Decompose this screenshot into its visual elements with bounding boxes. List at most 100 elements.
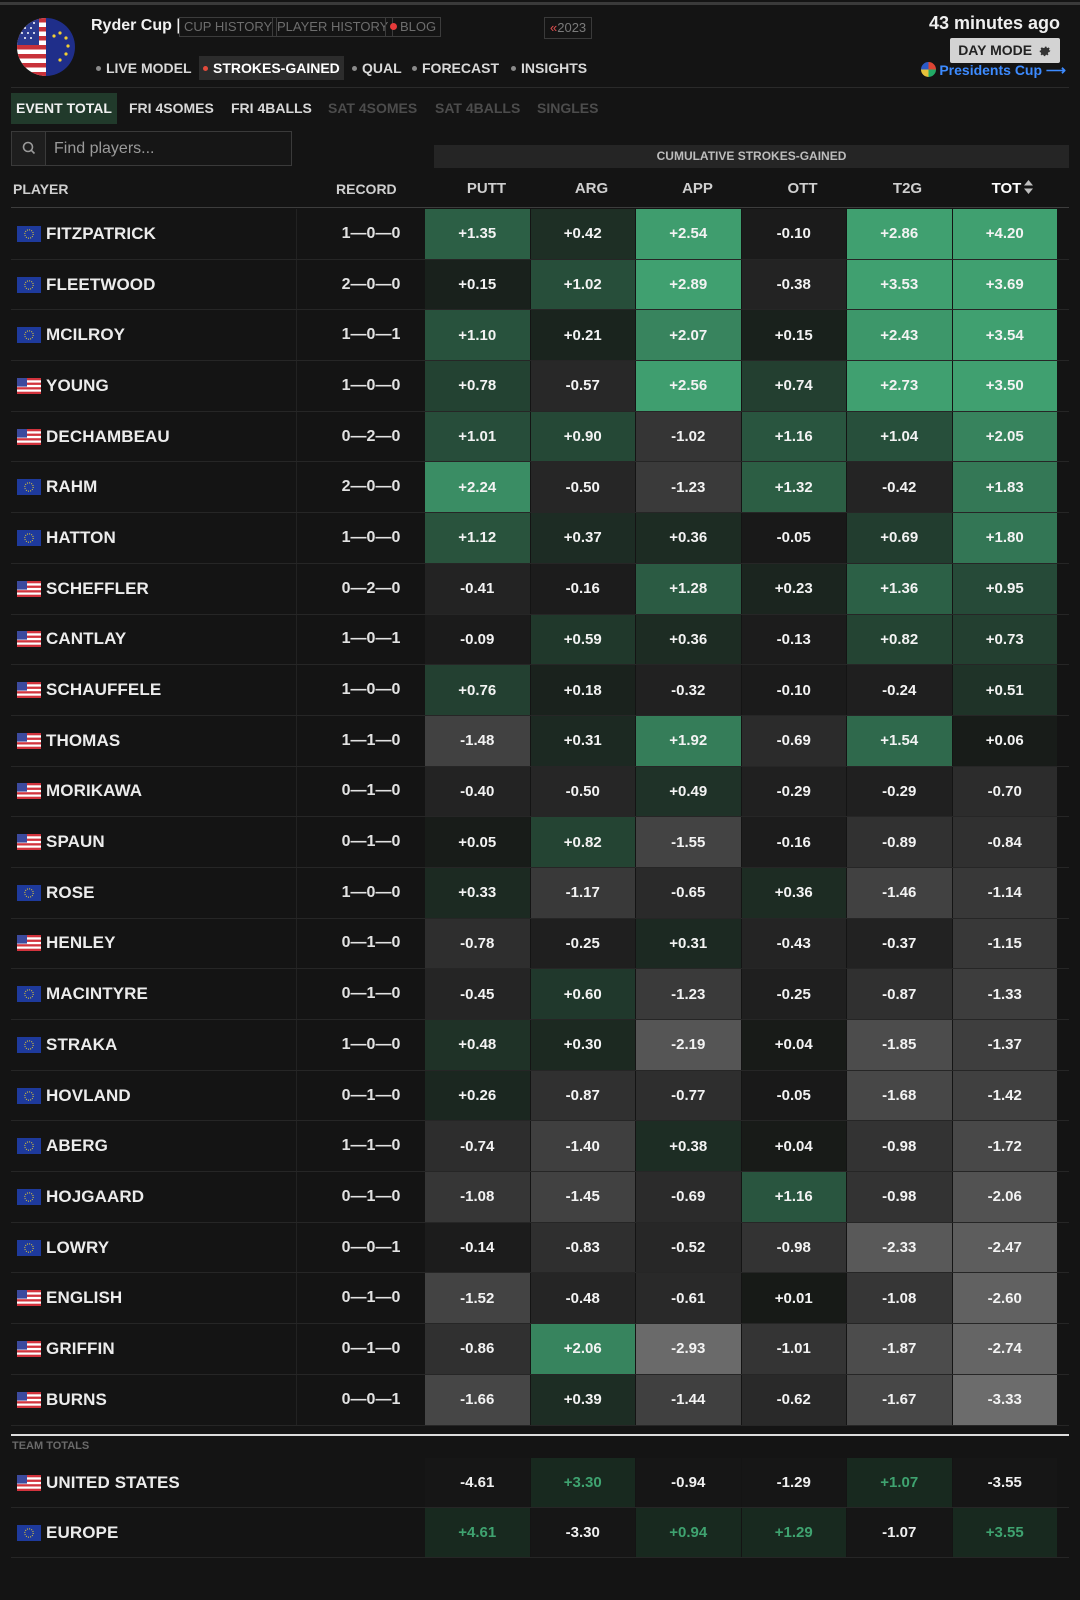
table-row[interactable]: MCILROY 1—0—1 +1.10 +0.21 +2.07 +0.15 +2.43 +3.…: [11, 310, 1069, 362]
player-name[interactable]: FLEETWOOD: [46, 274, 156, 294]
table-row[interactable]: ROSE 1—0—0 +0.33 -1.17 -0.65 +0.36 -1.46 -1.14: [11, 867, 1069, 919]
player-name[interactable]: SCHAUFFELE: [46, 680, 162, 700]
presidents-cup-label: Presidents Cup ⟶: [939, 62, 1066, 78]
us-flag-icon: [17, 1290, 41, 1307]
table-row[interactable]: MORIKAWA 0—1—0 -0.40 -0.50 +0.49 -0.29 -0.29 -0…: [11, 766, 1069, 818]
table-row[interactable]: LOWRY 0—0—1 -0.14 -0.83 -0.52 -0.98 -2.33 -2.47: [11, 1222, 1069, 1274]
team-total-row: EUROPE +4.61 -3.30 +0.94 +1.29 -1.07 +3.55: [11, 1508, 1069, 1558]
player-name[interactable]: FITZPATRICK: [46, 223, 157, 243]
player-name[interactable]: LOWRY: [46, 1237, 110, 1257]
cup-history-link[interactable]: CUP HISTORY: [179, 17, 278, 37]
player-name[interactable]: HOJGAARD: [46, 1186, 145, 1206]
stat-t2g: +1.54: [847, 715, 952, 766]
stat-ott: +0.04: [741, 1121, 846, 1172]
table-row[interactable]: BURNS 0—0—1 -1.66 +0.39 -1.44 -0.62 -1.67 -3.33: [11, 1374, 1069, 1426]
table-row[interactable]: MACINTYRE 0—1—0 -0.45 +0.60 -1.23 -0.25 -0.87-…: [11, 969, 1069, 1020]
nav-insights[interactable]: INSIGHTS: [507, 56, 591, 80]
blog-link[interactable]: BLOG: [385, 17, 442, 37]
player-name[interactable]: HENLEY: [46, 933, 116, 953]
table-row[interactable]: ENGLISH 0—1—0 -1.52 -0.48 -0.61 +0.01 -1.08 -2.…: [11, 1273, 1069, 1325]
col-putt[interactable]: PUTT: [466, 180, 507, 197]
stat-ott: -0.16: [741, 817, 846, 867]
col-player[interactable]: PLAYER: [13, 181, 69, 197]
player-name[interactable]: MACINTYRE: [46, 984, 148, 1004]
player-name[interactable]: YOUNG: [46, 375, 109, 395]
stat-ott: -0.05: [741, 513, 846, 563]
table-row[interactable]: HATTON 1—0—0 +1.12 +0.37 +0.36 -0.05 +0.69 +1.8…: [11, 513, 1069, 564]
player-name[interactable]: STRAKA: [46, 1034, 118, 1054]
site-title[interactable]: Ryder Cup |: [91, 17, 181, 34]
tab-sat-4balls[interactable]: SAT 4BALLS: [435, 100, 521, 116]
table-row[interactable]: YOUNG 1—0—0 +0.78 -0.57 +2.56 +0.74 +2.73 +3.50: [11, 361, 1069, 412]
table-row[interactable]: STRAKA 1—0—0 +0.48 +0.30 -2.19 +0.04 -1.85 -1.3…: [11, 1020, 1069, 1071]
col-tot[interactable]: TOT: [960, 172, 1065, 208]
tab-singles[interactable]: SINGLES: [537, 100, 599, 116]
player-name[interactable]: ROSE: [46, 882, 95, 902]
table-row[interactable]: ABERG 1—1—0 -0.74 -1.40 +0.38 +0.04 -0.98 -1.72: [11, 1121, 1069, 1173]
player-name[interactable]: CANTLAY: [46, 629, 127, 649]
stat-arg: -0.50: [530, 766, 635, 817]
player-name[interactable]: ENGLISH: [46, 1288, 123, 1308]
player-name[interactable]: HATTON: [46, 527, 116, 547]
us-flag-icon: [17, 1474, 41, 1491]
stat-t2g: +0.69: [847, 513, 952, 563]
col-record[interactable]: RECORD: [336, 181, 397, 197]
table-row[interactable]: THOMAS 1—1—0 -1.48 +0.31 +1.92 -0.69 +1.54 +0.0…: [11, 715, 1069, 767]
player-name[interactable]: THOMAS: [46, 730, 121, 750]
stat-ott: +0.01: [741, 1273, 846, 1324]
player-name[interactable]: RAHM: [46, 477, 98, 497]
day-mode-button[interactable]: DAY MODE: [950, 38, 1060, 63]
col-arg[interactable]: ARG: [574, 180, 609, 197]
player-search[interactable]: [11, 131, 292, 166]
tab-sat-4somes[interactable]: SAT 4SOMES: [328, 100, 418, 116]
nav-label: FORECAST: [422, 60, 499, 76]
player-name[interactable]: SCHEFFLER: [46, 578, 149, 598]
stat-ott: -0.29: [741, 766, 846, 817]
player-name[interactable]: DECHAMBEAU: [46, 426, 170, 446]
nav-qual[interactable]: QUAL: [348, 56, 406, 80]
player-name[interactable]: SPAUN: [46, 832, 105, 852]
stat-t2g: +1.04: [847, 411, 952, 462]
table-row[interactable]: FLEETWOOD 2—0—0 +0.15 +1.02 +2.89 -0.38 +3.53 +…: [11, 259, 1069, 311]
presidents-cup-link[interactable]: Presidents Cup ⟶: [921, 62, 1066, 79]
tab-fri-4balls[interactable]: FRI 4BALLS: [231, 100, 312, 116]
table-row[interactable]: HOJGAARD 0—1—0 -1.08 -1.45 -0.69 +1.16 -0.98 -2…: [11, 1172, 1069, 1223]
stat-arg: +0.42: [530, 209, 635, 259]
table-row[interactable]: CANTLAY 1—0—1 -0.09 +0.59 +0.36 -0.13 +0.82 +0.…: [11, 614, 1069, 666]
stat-ott: -0.69: [741, 715, 846, 766]
table-row[interactable]: SCHEFFLER 0—2—0 -0.41 -0.16 +1.28 +0.23 +1.36 +…: [11, 563, 1069, 615]
ryder-cup-logo[interactable]: [17, 18, 75, 76]
player-name[interactable]: MCILROY: [46, 325, 126, 345]
table-row[interactable]: HENLEY 0—1—0 -0.78 -0.25 +0.31 -0.43 -0.37 -1.1…: [11, 918, 1069, 970]
nav-strokes-gained[interactable]: STROKES-GAINED: [199, 56, 344, 80]
table-row[interactable]: SPAUN 0—1—0 +0.05 +0.82 -1.55 -0.16 -0.89 -0.84: [11, 817, 1069, 868]
nav-forecast[interactable]: FORECAST: [408, 56, 503, 80]
player-name[interactable]: HOVLAND: [46, 1085, 131, 1105]
player-name[interactable]: GRIFFIN: [46, 1338, 115, 1358]
nav-live-model[interactable]: LIVE MODEL: [92, 56, 196, 80]
col-ott[interactable]: OTT: [787, 180, 818, 197]
table-row[interactable]: FITZPATRICK 1—0—0 +1.35 +0.42 +2.54 -0.10 +2.8…: [11, 209, 1069, 260]
table-row[interactable]: DECHAMBEAU 0—2—0 +1.01 +0.90 -1.02 +1.16 +1.04…: [11, 411, 1069, 463]
player-name[interactable]: BURNS: [46, 1389, 107, 1409]
col-app[interactable]: APP: [682, 180, 713, 197]
table-row[interactable]: SCHAUFFELE 1—0—0 +0.76 +0.18 -0.32 -0.10 -0.24…: [11, 665, 1069, 716]
table-row[interactable]: GRIFFIN 0—1—0 -0.86 +2.06 -2.93 -1.01 -1.87 -2.…: [11, 1324, 1069, 1375]
player-record: 1—1—0: [341, 731, 401, 749]
player-name[interactable]: ABERG: [46, 1136, 108, 1156]
stat-tot: +0.51: [952, 665, 1057, 715]
player-cell: THOMAS: [11, 715, 297, 766]
tab-fri-4somes[interactable]: FRI 4SOMES: [129, 100, 214, 116]
col-t2g[interactable]: T2G: [892, 180, 923, 197]
table-row[interactable]: RAHM 2—0—0 +2.24 -0.50 -1.23 +1.32 -0.42 +1.83: [11, 462, 1069, 514]
player-name[interactable]: MORIKAWA: [46, 781, 143, 801]
presidents-cup-icon: [921, 62, 937, 77]
player-history-link[interactable]: PLAYER HISTORY: [272, 17, 394, 37]
us-flag-icon: [17, 682, 41, 699]
tab-event-total[interactable]: EVENT TOTAL: [11, 93, 117, 124]
search-input[interactable]: [48, 132, 288, 165]
year-selector[interactable]: «2023: [544, 17, 593, 39]
table-row[interactable]: HOVLAND 0—1—0 +0.26 -0.87 -0.77 -0.05 -1.68 -1.…: [11, 1070, 1069, 1122]
eu-flag-icon: [17, 986, 41, 1003]
stat-t2g: -1.85: [847, 1020, 952, 1070]
